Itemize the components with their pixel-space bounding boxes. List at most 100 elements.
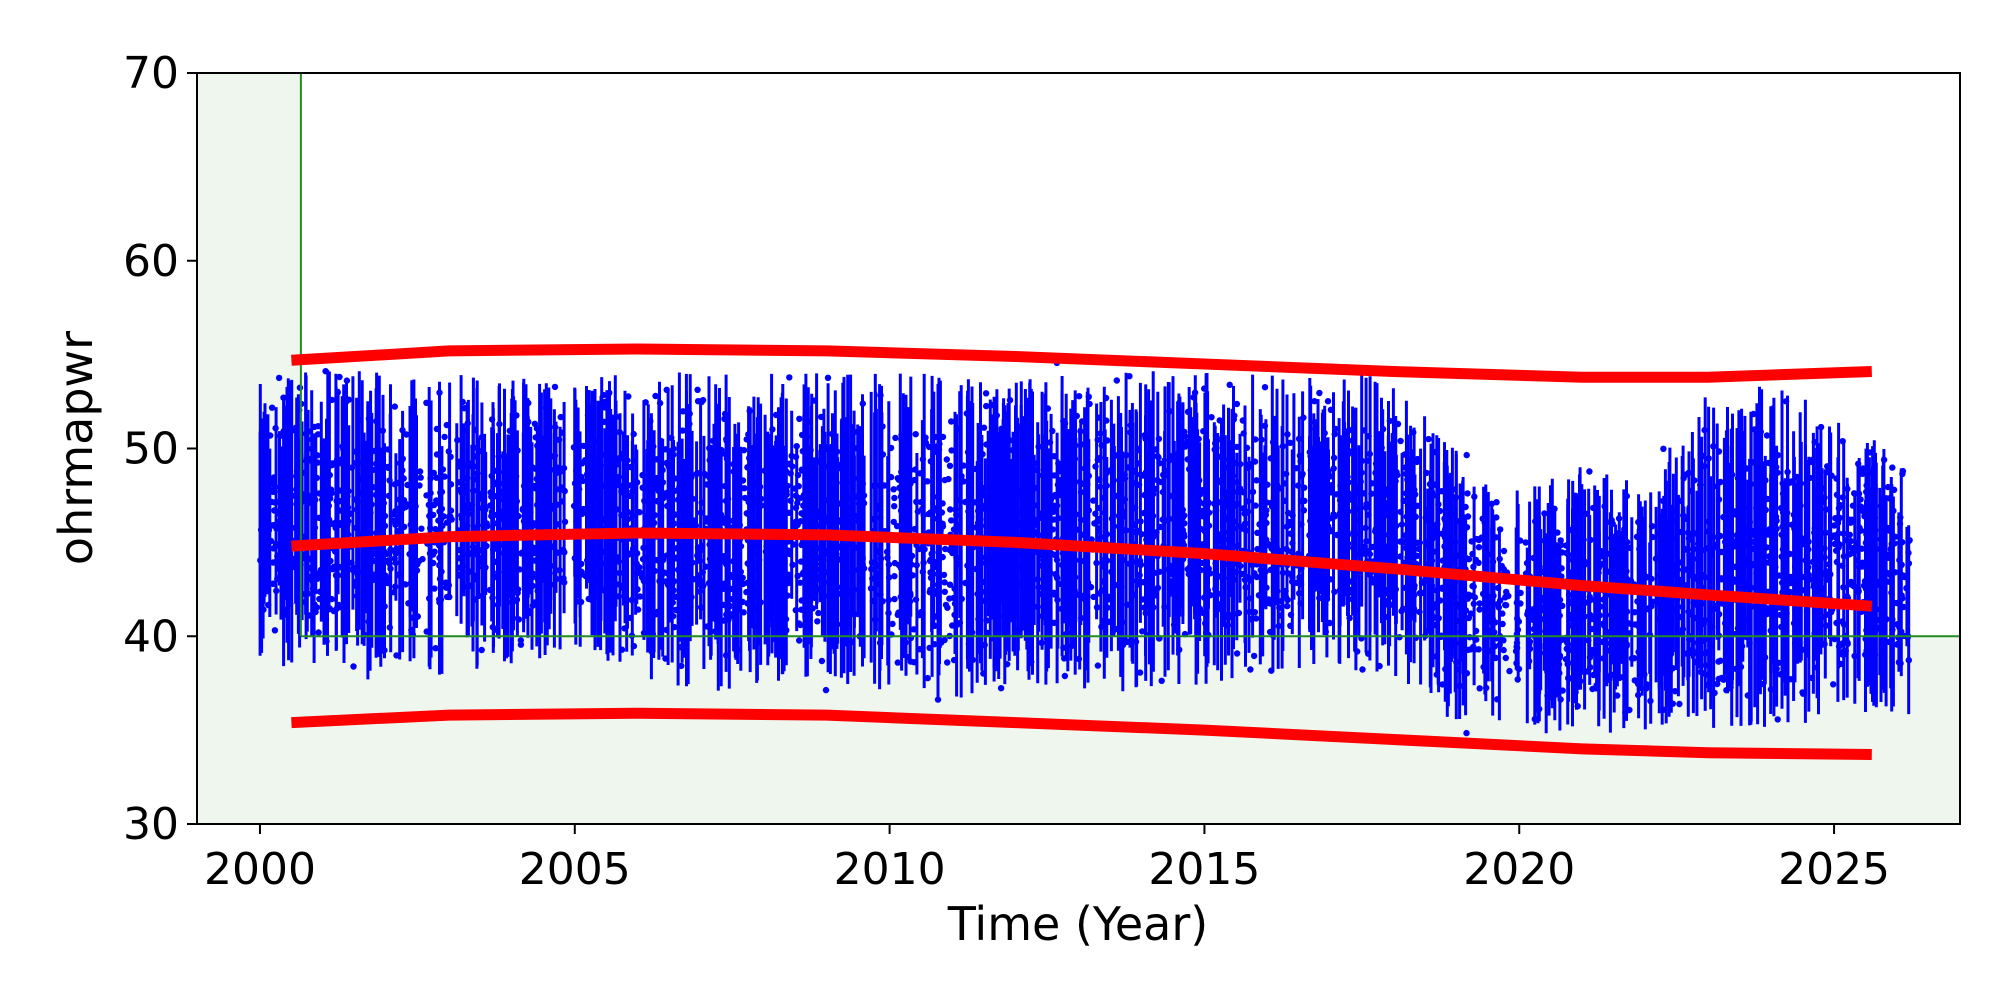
data-point <box>1889 464 1896 471</box>
data-point <box>1714 680 1721 688</box>
data-point <box>679 427 686 434</box>
data-point <box>391 403 398 410</box>
data-point <box>517 641 525 648</box>
data-point <box>1287 439 1294 446</box>
data-point <box>416 468 424 475</box>
data-point <box>822 686 830 694</box>
data-point <box>1589 685 1596 693</box>
data-point <box>478 646 485 654</box>
data-point <box>997 685 1005 692</box>
data-point <box>982 390 990 397</box>
data-point <box>1475 544 1483 551</box>
data-point <box>1830 681 1837 688</box>
data-point <box>1476 600 1483 607</box>
data-point <box>1359 666 1366 673</box>
data-point <box>1464 490 1471 497</box>
data-point <box>1233 400 1241 408</box>
data-point <box>694 386 701 393</box>
data-point <box>1500 637 1507 644</box>
data-point <box>315 629 322 636</box>
data-point <box>1506 667 1513 675</box>
data-point <box>1476 536 1483 543</box>
data-point <box>1158 677 1165 684</box>
data-point <box>1859 470 1866 477</box>
data-point <box>1500 646 1507 654</box>
data-point <box>793 443 800 450</box>
data-point <box>1763 432 1771 439</box>
data-point <box>890 486 897 493</box>
data-point <box>946 595 953 602</box>
data-point <box>740 447 748 454</box>
data-point <box>1425 435 1432 443</box>
data-point <box>1139 628 1146 635</box>
data-point <box>403 431 410 438</box>
data-point <box>891 494 898 502</box>
data-point <box>797 518 804 525</box>
data-point <box>1233 443 1241 451</box>
data-point <box>1774 716 1781 723</box>
data-point <box>1476 685 1483 692</box>
data-point <box>941 476 948 484</box>
data-point <box>1671 688 1679 695</box>
data-point <box>1848 516 1855 523</box>
data-point <box>891 503 898 510</box>
data-point <box>678 662 685 670</box>
data-point <box>1884 483 1892 491</box>
data-point <box>815 609 822 617</box>
data-point <box>1465 614 1473 622</box>
data-point <box>336 373 343 381</box>
data-point <box>889 620 896 628</box>
data-point <box>531 420 539 427</box>
data-point <box>1061 672 1069 680</box>
data-point <box>741 494 749 502</box>
data-point <box>679 408 687 415</box>
data-point <box>1075 393 1083 400</box>
data-point <box>983 402 990 410</box>
data-point <box>1316 389 1323 397</box>
data-point <box>1522 539 1529 546</box>
data-point <box>1676 700 1683 708</box>
data-point <box>796 579 804 586</box>
data-point <box>441 433 448 441</box>
data-point <box>1090 497 1097 504</box>
data-point <box>1113 377 1121 384</box>
data-point <box>431 548 438 555</box>
data-point <box>948 418 955 425</box>
data-point <box>268 404 276 411</box>
data-point <box>940 571 948 579</box>
data-point <box>393 652 400 659</box>
data-point <box>1208 414 1215 421</box>
data-point <box>924 674 931 682</box>
data-point <box>941 588 948 595</box>
data-point <box>946 581 954 588</box>
data-point <box>941 579 948 586</box>
data-point <box>1847 537 1855 545</box>
data-point <box>1250 652 1258 660</box>
data-point <box>942 601 950 609</box>
data-point <box>924 478 931 485</box>
data-point <box>1660 445 1667 452</box>
data-point <box>314 423 322 430</box>
data-point <box>1502 654 1510 662</box>
data-point <box>1061 655 1068 662</box>
data-point <box>1499 620 1506 628</box>
data-point <box>891 573 898 580</box>
data-point <box>824 374 832 381</box>
data-point <box>1831 635 1838 643</box>
data-point <box>1247 666 1254 673</box>
data-point <box>1586 468 1593 475</box>
data-point <box>797 621 804 629</box>
data-point <box>890 518 897 526</box>
data-point <box>1397 437 1404 445</box>
data-point <box>652 392 659 400</box>
data-point <box>636 593 644 600</box>
data-point <box>944 659 951 666</box>
data-point <box>1463 451 1470 459</box>
data-point <box>1233 650 1241 657</box>
data-point <box>1226 381 1233 388</box>
data-point <box>1631 677 1639 684</box>
data-point <box>442 579 449 586</box>
data-point <box>419 555 426 563</box>
data-point <box>314 431 322 438</box>
data-point <box>1463 729 1470 737</box>
